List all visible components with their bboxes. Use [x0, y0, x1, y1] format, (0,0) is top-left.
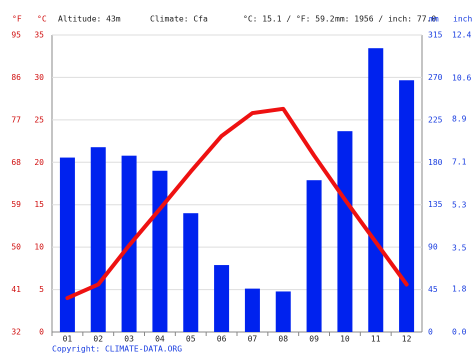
f-unit: °F: [12, 15, 22, 24]
bar: [244, 288, 260, 332]
precip-total: mm: 1956 / inch: 77.0: [335, 15, 436, 24]
x-tick-label: 12: [402, 335, 412, 344]
y-tick-label: 35: [34, 31, 44, 40]
inch-tick-label: 8.9: [452, 114, 467, 123]
bar: [275, 291, 291, 332]
inch-tick-label: 5.3: [452, 201, 467, 210]
inch-tick-label: 0.0: [452, 328, 467, 337]
temperature-line: [65, 106, 409, 301]
mm-unit: mm: [429, 15, 439, 24]
f-tick-label: 77: [11, 115, 21, 124]
x-tick-label: 05: [186, 335, 196, 344]
bar: [214, 265, 230, 332]
y-tick-label: 30: [34, 73, 44, 82]
f-tick-label: 50: [11, 243, 21, 252]
bar: [152, 170, 168, 332]
f-tick-label: 86: [11, 73, 21, 82]
copyright: Copyright: CLIMATE-DATA.ORG: [52, 345, 182, 354]
inch-tick-label: 3.5: [452, 244, 467, 253]
x-tick-label: 07: [248, 335, 258, 344]
inch-unit: inch: [453, 15, 472, 24]
bar: [306, 180, 322, 332]
inch-tick-label: 12.4: [452, 31, 471, 40]
f-tick-label: 68: [11, 158, 21, 167]
y-tick-label: 20: [34, 158, 44, 167]
x-tick-label: 08: [278, 335, 288, 344]
y2-tick-label: 45: [428, 285, 438, 294]
x-tick-label: 04: [155, 335, 165, 344]
bar: [368, 48, 384, 332]
x-tick-label: 01: [63, 335, 73, 344]
x-tick-label: 03: [124, 335, 134, 344]
altitude: Altitude: 43m: [58, 15, 121, 24]
y2-tick-label: 135: [428, 200, 443, 209]
c-unit: °C: [37, 15, 47, 24]
f-tick-label: 41: [11, 285, 21, 294]
y2-tick-label: 225: [428, 115, 443, 124]
y-tick-label: 5: [39, 285, 44, 294]
y2-tick-label: 180: [428, 158, 443, 167]
inch-tick-label: 10.6: [452, 74, 471, 83]
y2-tick-label: 90: [428, 243, 438, 252]
x-tick-label: 09: [309, 335, 319, 344]
f-tick-label: 32: [11, 328, 21, 337]
bar: [90, 147, 106, 332]
y2-tick-label: 270: [428, 73, 443, 82]
x-tick-label: 06: [217, 335, 227, 344]
inch-tick-label: 1.8: [452, 284, 467, 293]
y-tick-label: 10: [34, 243, 44, 252]
bar: [183, 213, 199, 332]
bar: [59, 157, 75, 332]
f-tick-label: 59: [11, 200, 21, 209]
temp-avg: °C: 15.1 / °F: 59.2: [243, 15, 335, 24]
f-tick-label: 95: [11, 31, 21, 40]
bar: [337, 131, 353, 332]
y2-tick-label: 0: [428, 328, 433, 337]
y-tick-label: 15: [34, 200, 44, 209]
x-tick-label: 02: [93, 335, 103, 344]
climate: Climate: Cfa: [150, 15, 208, 24]
inch-tick-label: 7.1: [452, 157, 467, 166]
y-tick-label: 25: [34, 115, 44, 124]
bar: [399, 80, 415, 332]
y-tick-label: 0: [39, 328, 44, 337]
x-tick-label: 10: [340, 335, 350, 344]
x-tick-label: 11: [371, 335, 381, 344]
y2-tick-label: 315: [428, 31, 443, 40]
